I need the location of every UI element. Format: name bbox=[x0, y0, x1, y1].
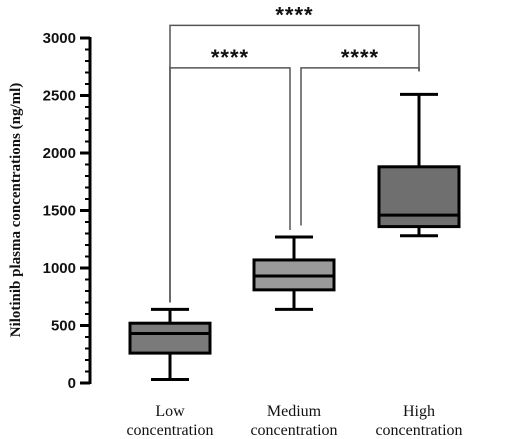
y-tick-label: 0 bbox=[68, 375, 76, 392]
y-tick-label: 1000 bbox=[43, 260, 76, 277]
significance-label: **** bbox=[341, 45, 379, 70]
y-tick-label: 2000 bbox=[43, 145, 76, 162]
y-tick-label: 2500 bbox=[43, 88, 76, 105]
box-group-1 bbox=[128, 307, 212, 382]
x-category-label-line: concentration bbox=[375, 422, 462, 439]
x-category-label-line: High bbox=[403, 403, 435, 420]
boxes bbox=[128, 92, 461, 382]
significance-label: **** bbox=[211, 45, 249, 70]
x-category-label-line: concentration bbox=[250, 422, 337, 439]
x-category-label: Low concentration bbox=[126, 403, 213, 439]
x-category-label-line: concentration bbox=[126, 422, 213, 439]
significance-brackets: **** **** **** bbox=[169, 2, 420, 303]
bracket-3: **** bbox=[169, 2, 420, 303]
x-category-label-line: Medium bbox=[267, 403, 322, 420]
y-tick-label: 500 bbox=[51, 318, 76, 335]
box-group-3 bbox=[377, 92, 461, 238]
y-tick-label: 1500 bbox=[43, 203, 76, 220]
axes: 0 500 1000 1500 2000 2500 3000 bbox=[43, 30, 92, 392]
box-group-2 bbox=[252, 235, 336, 311]
y-axis-label: Nilotinib plasma concentrations (ng/ml) bbox=[8, 83, 24, 338]
y-tick-label: 3000 bbox=[43, 30, 76, 47]
x-category-label: Medium concentration bbox=[250, 403, 337, 439]
significance-label: **** bbox=[275, 2, 313, 27]
bracket-line bbox=[169, 24, 420, 303]
box-iqr bbox=[128, 321, 212, 355]
box-iqr bbox=[377, 165, 461, 229]
x-category-label-line: Low bbox=[155, 403, 185, 420]
x-axis-labels: Low concentration Medium concentration High c… bbox=[126, 403, 462, 439]
x-category-label: High concentration bbox=[375, 403, 462, 439]
